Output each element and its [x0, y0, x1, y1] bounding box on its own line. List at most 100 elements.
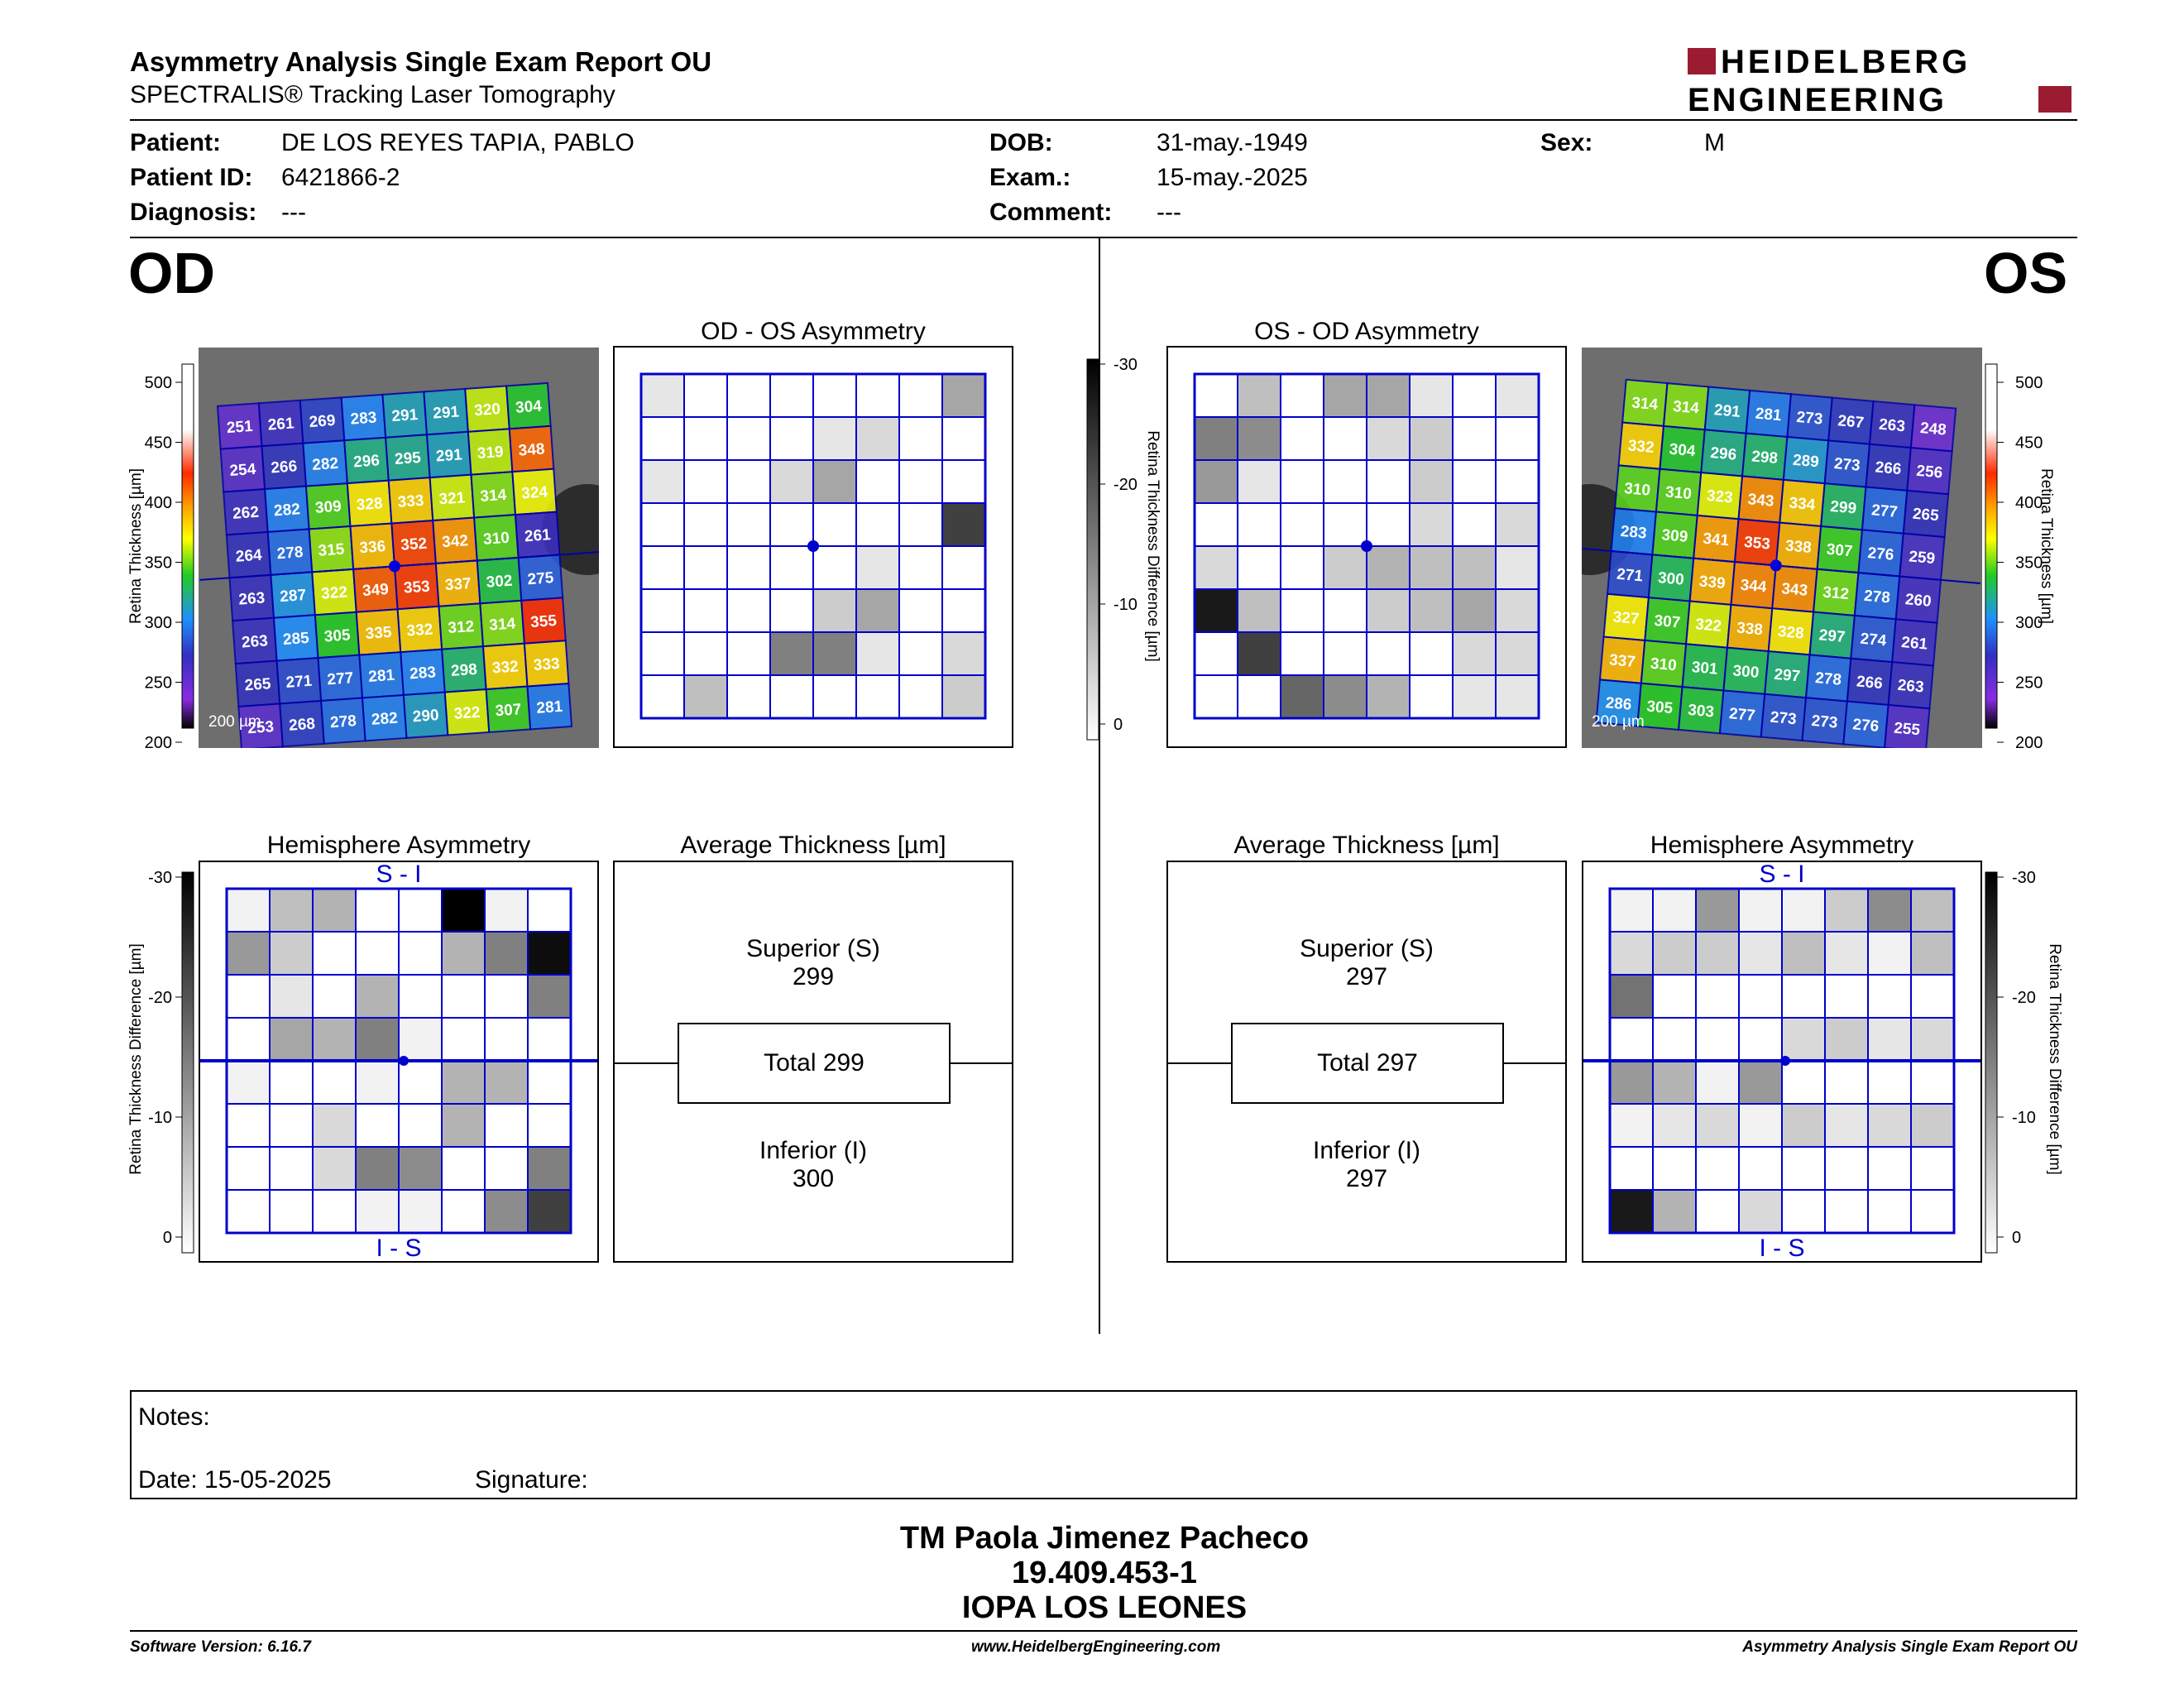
thickness-value: 282: [371, 710, 398, 729]
thickness-value: 336: [359, 538, 386, 557]
grid-cell: [812, 502, 857, 547]
thickness-value: 263: [1897, 677, 1924, 697]
thickness-value: 338: [1736, 620, 1763, 640]
os-thickness-scale: 500 450 400 350 300 250 200 Retina Thickness […: [1985, 363, 2055, 752]
diagnosis-label: Diagnosis:: [130, 199, 257, 226]
grid-cell: [1652, 931, 1697, 976]
thickness-value: 289: [1792, 452, 1819, 472]
thickness-value: 337: [1608, 651, 1636, 671]
grid-cell: [1409, 588, 1454, 633]
os-thickness-ticks: 500 450 400 350 300 250 200: [1997, 374, 2043, 752]
thickness-grid: 251 261 269 283 291 291 320 304 254 266 282 296 295 2…: [199, 381, 600, 750]
thickness-value: 314: [1672, 398, 1700, 418]
grid-cell: [398, 931, 443, 976]
grid-border: [639, 372, 987, 720]
grid-cell: [1323, 545, 1367, 590]
grid-cell: [683, 373, 728, 418]
grid-cell: [1781, 1060, 1826, 1105]
grid-cell: [441, 1146, 486, 1191]
tick-label: -20: [148, 989, 172, 1007]
grid-cell: [312, 1146, 357, 1191]
grid-cell: [355, 1189, 400, 1234]
thickness-value: 296: [353, 452, 381, 471]
top-difference-scale: -30 -20 -10 0 Retina Thickness Difference […: [1086, 356, 1161, 741]
os-superior-value: 297: [1345, 963, 1388, 990]
grid-cell: [769, 674, 814, 719]
grid-cell: [355, 1017, 400, 1062]
tick-label: 0: [163, 1229, 172, 1247]
os-asym-title: OS - OD Asymmetry: [1254, 318, 1479, 345]
grid-cell: [640, 674, 685, 719]
thickness-value: 355: [530, 612, 558, 631]
os-hemi-grid: [1583, 887, 1980, 1235]
grid-cell: [226, 931, 271, 976]
grid-cell: [1194, 373, 1238, 418]
diagnosis-value: ---: [281, 199, 306, 226]
thickness-value: 271: [1616, 566, 1644, 586]
grid-cell: [1452, 545, 1497, 590]
grid-cell: [269, 1017, 314, 1062]
grid-cell: [1609, 1189, 1654, 1234]
thickness-value: 278: [276, 544, 304, 563]
thickness-value: 304: [515, 398, 543, 417]
grid-cell: [1738, 1189, 1783, 1234]
grid-cell: [1609, 974, 1654, 1019]
grid-cell: [1910, 888, 1955, 933]
os-thickness-map-svg: 314 314 291 281 273 267 263 248 332 304 296 298 289 2…: [1545, 348, 1982, 753]
grid-cell: [1824, 1060, 1869, 1105]
grid-cell: [1323, 416, 1367, 461]
grid-cell: [726, 631, 771, 676]
thickness-value: 266: [1856, 673, 1883, 693]
tick-label: 450: [2015, 434, 2043, 453]
heidelberg-logo: HEIDELBERG ENGINEERING: [1688, 43, 2076, 118]
grid-cell: [1824, 1017, 1869, 1062]
grid-cell: [269, 1060, 314, 1105]
grid-cell: [398, 888, 443, 933]
grid-cell: [1867, 1017, 1912, 1062]
thickness-value: 268: [289, 716, 316, 735]
grid-cell: [1910, 1103, 1955, 1148]
grid-cell: [1609, 1060, 1654, 1105]
patient-divider: [130, 237, 2077, 238]
grid-cell: [1323, 502, 1367, 547]
thickness-value: 320: [474, 400, 501, 420]
thickness-value: 353: [403, 578, 430, 597]
os-asym-grid: [1193, 372, 1540, 720]
thickness-value: 291: [1713, 401, 1741, 421]
notes-box[interactable]: Notes: Date: 15-05-2025 Signature:: [130, 1390, 2077, 1499]
grid-cell: [312, 1060, 357, 1105]
grid-cell: [640, 502, 685, 547]
thickness-value: 263: [238, 589, 266, 608]
grid-cell: [527, 1060, 572, 1105]
patient-label: Patient:: [130, 129, 222, 156]
thickness-value: 267: [1837, 412, 1865, 432]
grid-cell: [683, 588, 728, 633]
thickness-grid: 314 314 291 281 273 267 263 248 332 304 296 298 289 2…: [1581, 378, 1980, 753]
footer-website[interactable]: www.HeidelbergEngineering.com: [971, 1638, 1221, 1656]
grid-cell: [769, 416, 814, 461]
grid-cell: [1824, 931, 1869, 976]
grid-cell: [1452, 502, 1497, 547]
thickness-value: 290: [412, 707, 439, 726]
grid-cell: [1910, 1060, 1955, 1105]
thickness-value: 327: [1612, 609, 1640, 629]
thickness-value: 251: [226, 418, 254, 437]
grid-cell: [1409, 674, 1454, 719]
grid-cell: [1824, 974, 1869, 1019]
thickness-value: 277: [327, 669, 354, 688]
grid-cell: [1452, 631, 1497, 676]
os-thickness-scale-label: Retina Thickness [µm]: [2038, 468, 2055, 624]
grid-cell: [726, 416, 771, 461]
grid-cell: [355, 1103, 400, 1148]
thickness-value: 333: [397, 492, 424, 511]
grid-cell: [484, 1017, 529, 1062]
thickness-value: 273: [1796, 409, 1823, 429]
stamp-institution: IOPA LOS LEONES: [961, 1590, 1248, 1625]
grid-cell: [1910, 931, 1955, 976]
grid-cell: [1194, 459, 1238, 504]
grid-cell: [1409, 373, 1454, 418]
thickness-value: 277: [1870, 501, 1898, 521]
thickness-value: 310: [1623, 480, 1650, 500]
grid-cell: [1781, 931, 1826, 976]
tick-label: 0: [1114, 716, 1123, 734]
